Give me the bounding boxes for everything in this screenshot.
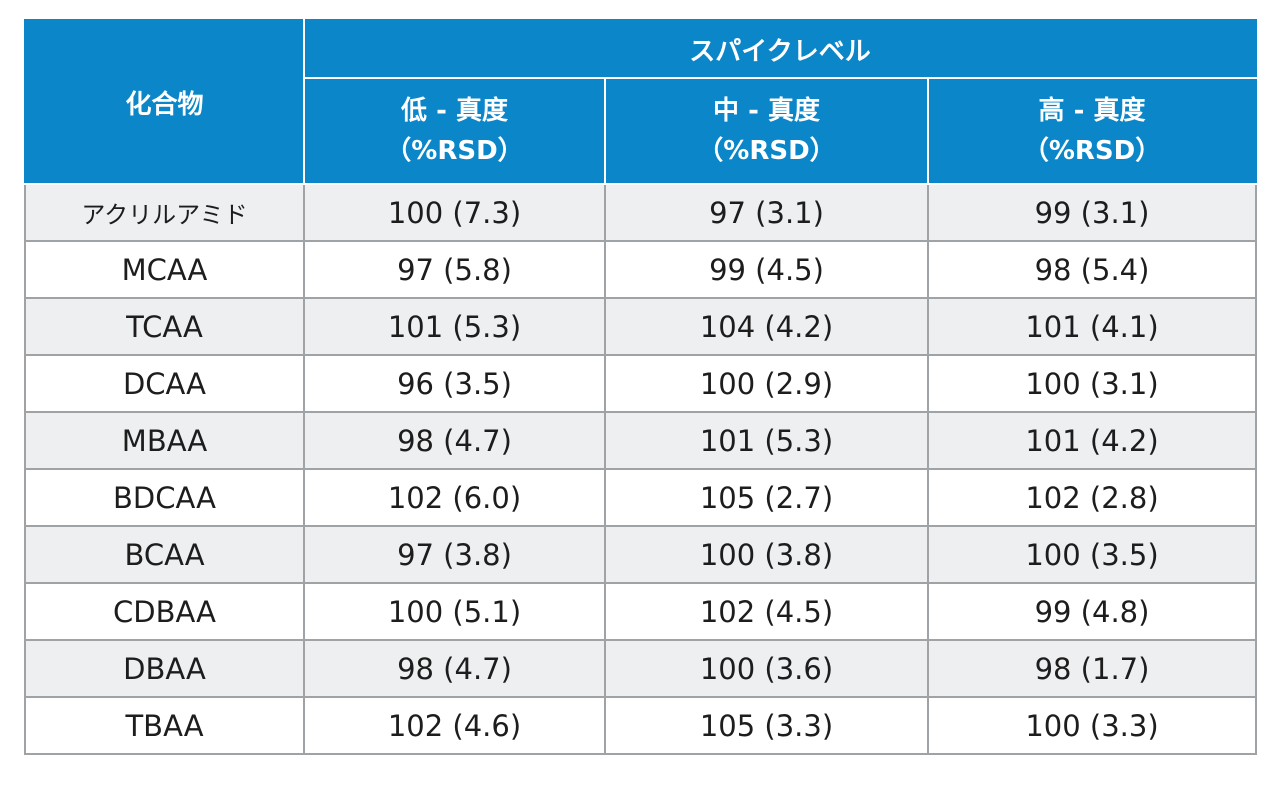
header-mid-rsd: （%RSD） — [697, 136, 836, 166]
compound-name-cell: CDBAA — [24, 582, 305, 641]
high-accuracy-cell: 101 (4.1) — [926, 297, 1258, 356]
compound-name-cell: TBAA — [24, 696, 305, 755]
header-compound: 化合物 — [24, 19, 305, 185]
table-row: BCAA 97 (3.8) 100 (3.8) 100 (3.5) — [24, 525, 1258, 584]
mid-accuracy-cell: 100 (3.6) — [604, 639, 929, 698]
low-accuracy-cell: 96 (3.5) — [303, 354, 606, 413]
high-accuracy-cell: 98 (1.7) — [926, 639, 1258, 698]
high-accuracy-cell: 99 (3.1) — [926, 183, 1258, 242]
header-high-accuracy: 高 - 真度 （%RSD） — [926, 77, 1258, 185]
header-high-label: 高 - 真度 — [1038, 96, 1146, 126]
header-spike-level: スパイクレベル — [302, 19, 1258, 79]
low-accuracy-cell: 98 (4.7) — [303, 411, 606, 470]
table-body: アクリルアミド 100 (7.3) 97 (3.1) 99 (3.1) MCAA 97 (… — [24, 183, 1258, 755]
table-row: BDCAA 102 (6.0) 105 (2.7) 102 (2.8) — [24, 468, 1258, 527]
mid-accuracy-cell: 99 (4.5) — [604, 240, 929, 299]
mid-accuracy-cell: 102 (4.5) — [604, 582, 929, 641]
compound-name-cell: DBAA — [24, 639, 305, 698]
low-accuracy-cell: 100 (7.3) — [303, 183, 606, 242]
compound-name-cell: DCAA — [24, 354, 305, 413]
header-mid-accuracy: 中 - 真度 （%RSD） — [604, 77, 929, 185]
low-accuracy-cell: 97 (5.8) — [303, 240, 606, 299]
mid-accuracy-cell: 105 (3.3) — [604, 696, 929, 755]
table-row: MBAA 98 (4.7) 101 (5.3) 101 (4.2) — [24, 411, 1258, 470]
table-row: TCAA 101 (5.3) 104 (4.2) 101 (4.1) — [24, 297, 1258, 356]
high-accuracy-cell: 100 (3.5) — [926, 525, 1258, 584]
compound-name-cell: BCAA — [24, 525, 305, 584]
mid-accuracy-cell: 101 (5.3) — [604, 411, 929, 470]
header-high-rsd: （%RSD） — [1022, 136, 1162, 166]
table-row: アクリルアミド 100 (7.3) 97 (3.1) 99 (3.1) — [24, 183, 1258, 242]
header-low-accuracy: 低 - 真度 （%RSD） — [303, 77, 606, 185]
mid-accuracy-cell: 97 (3.1) — [604, 183, 929, 242]
table-row: DCAA 96 (3.5) 100 (2.9) 100 (3.1) — [24, 354, 1258, 413]
table-row: DBAA 98 (4.7) 100 (3.6) 98 (1.7) — [24, 639, 1258, 698]
compound-name-cell: BDCAA — [24, 468, 305, 527]
table-header: 化合物 スパイクレベル 低 - 真度 （%RSD） 中 - 真度 （%RSD） … — [24, 19, 1258, 185]
high-accuracy-cell: 98 (5.4) — [926, 240, 1258, 299]
mid-accuracy-cell: 100 (2.9) — [604, 354, 929, 413]
low-accuracy-cell: 102 (4.6) — [303, 696, 606, 755]
low-accuracy-cell: 101 (5.3) — [303, 297, 606, 356]
table-row: TBAA 102 (4.6) 105 (3.3) 100 (3.3) — [24, 696, 1258, 755]
low-accuracy-cell: 97 (3.8) — [303, 525, 606, 584]
mid-accuracy-cell: 100 (3.8) — [604, 525, 929, 584]
results-table-container: 化合物 スパイクレベル 低 - 真度 （%RSD） 中 - 真度 （%RSD） … — [24, 19, 1258, 755]
compound-name-cell: MCAA — [24, 240, 305, 299]
high-accuracy-cell: 100 (3.3) — [926, 696, 1258, 755]
low-accuracy-cell: 98 (4.7) — [303, 639, 606, 698]
compound-name-cell: アクリルアミド — [24, 183, 305, 242]
header-low-rsd: （%RSD） — [385, 136, 524, 166]
mid-accuracy-cell: 105 (2.7) — [604, 468, 929, 527]
high-accuracy-cell: 100 (3.1) — [926, 354, 1258, 413]
compound-name-cell: MBAA — [24, 411, 305, 470]
mid-accuracy-cell: 104 (4.2) — [604, 297, 929, 356]
spike-recovery-table: 化合物 スパイクレベル 低 - 真度 （%RSD） 中 - 真度 （%RSD） … — [24, 19, 1258, 755]
low-accuracy-cell: 102 (6.0) — [303, 468, 606, 527]
table-row: MCAA 97 (5.8) 99 (4.5) 98 (5.4) — [24, 240, 1258, 299]
header-mid-label: 中 - 真度 — [713, 96, 820, 126]
table-row: CDBAA 100 (5.1) 102 (4.5) 99 (4.8) — [24, 582, 1258, 641]
low-accuracy-cell: 100 (5.1) — [303, 582, 606, 641]
compound-name-cell: TCAA — [24, 297, 305, 356]
high-accuracy-cell: 101 (4.2) — [926, 411, 1258, 470]
header-low-label: 低 - 真度 — [401, 96, 508, 126]
high-accuracy-cell: 99 (4.8) — [926, 582, 1258, 641]
high-accuracy-cell: 102 (2.8) — [926, 468, 1258, 527]
